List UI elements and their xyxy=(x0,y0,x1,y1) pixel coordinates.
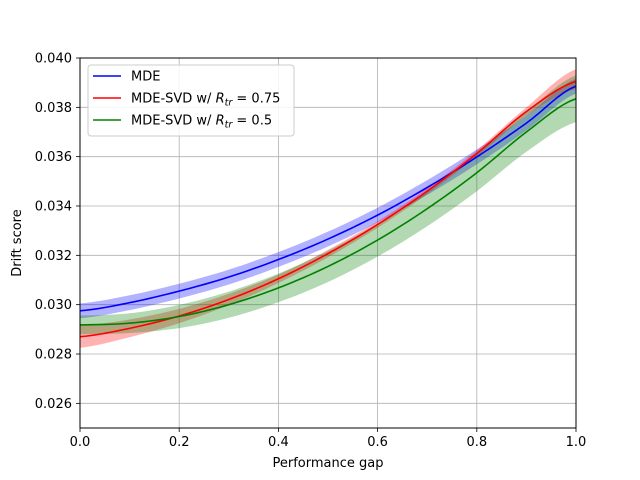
y-tick-label: 0.032 xyxy=(35,249,72,264)
series-line-1 xyxy=(79,80,577,338)
x-tick-label: 0.0 xyxy=(70,435,91,450)
legend-label: MDE-SVD w/ Rtr = 0.5 xyxy=(131,114,272,131)
series-line-0 xyxy=(79,85,577,312)
series-line-2 xyxy=(79,97,577,326)
x-tick-label: 1.0 xyxy=(566,435,587,450)
plot-frame xyxy=(79,57,577,429)
series-lines xyxy=(79,80,577,338)
y-tick-label: 0.036 xyxy=(35,150,72,165)
x-tick-label: 0.8 xyxy=(466,435,487,450)
y-tick-label: 0.040 xyxy=(35,52,72,67)
y-tick-label: 0.038 xyxy=(35,101,72,116)
confidence-band-series-1 xyxy=(80,69,576,348)
x-tick-label: 0.2 xyxy=(169,435,190,450)
axis-ticks: 0.0 0.2 0.4 0.6 0.8 1.0 0.026 0.028 0.030 0.032 0.… xyxy=(35,52,587,451)
legend-label: MDE xyxy=(131,70,160,85)
x-tick-label: 0.6 xyxy=(367,435,388,450)
x-tick-label: 0.4 xyxy=(268,435,289,450)
y-tick-label: 0.026 xyxy=(35,397,72,412)
y-tick-label: 0.028 xyxy=(35,348,72,363)
x-axis-label: Performance gap xyxy=(273,456,384,471)
legend: MDE MDE-SVD w/ Rtr = 0.75 MDE-SVD w/ Rtr =… xyxy=(87,64,295,137)
legend-box xyxy=(87,64,295,137)
y-tick-label: 0.030 xyxy=(35,298,72,313)
y-axis-label: Drift score xyxy=(10,209,25,276)
confidence-bands xyxy=(80,69,576,348)
legend-label: MDE-SVD w/ Rtr = 0.75 xyxy=(131,92,280,109)
y-tick-label: 0.034 xyxy=(35,200,72,215)
